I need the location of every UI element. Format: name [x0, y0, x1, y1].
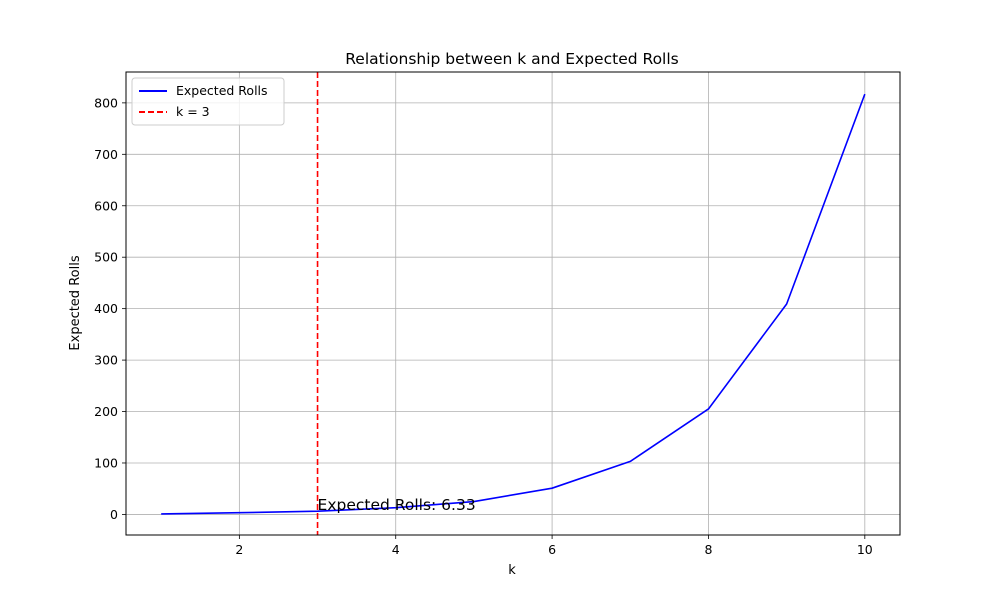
y-tick-label: 100 — [94, 455, 118, 470]
x-axis-label: k — [508, 563, 516, 578]
y-tick-label: 200 — [94, 404, 118, 419]
x-tick-label: 6 — [548, 542, 556, 557]
y-axis-ticks: 0 100 200 300 400 500 600 700 800 — [94, 95, 126, 522]
y-tick-label: 800 — [94, 95, 118, 110]
x-axis-ticks: 2 4 6 8 10 — [235, 535, 873, 557]
x-tick-label: 4 — [392, 542, 400, 557]
series-line-expected-rolls — [161, 93, 866, 515]
legend: Expected Rolls k = 3 — [131, 77, 285, 126]
y-tick-label: 500 — [94, 250, 118, 265]
y-tick-label: 0 — [110, 507, 118, 522]
y-axis-label: Expected Rolls — [68, 255, 83, 350]
y-tick-label: 400 — [94, 301, 118, 316]
y-tick-label: 600 — [94, 198, 118, 213]
chart-title: Relationship between k and Expected Roll… — [345, 50, 679, 68]
legend-box — [131, 77, 285, 126]
x-tick-label: 2 — [235, 542, 243, 557]
legend-label-expected-rolls: Expected Rolls — [176, 83, 268, 98]
x-tick-label: 10 — [857, 542, 873, 557]
x-tick-label: 8 — [704, 542, 712, 557]
series-layer — [161, 93, 866, 515]
legend-label-k-3: k = 3 — [176, 104, 210, 119]
y-tick-label: 700 — [94, 147, 118, 162]
point-annotation: Expected Rolls: 6.33 — [318, 496, 476, 514]
grid-lines — [126, 72, 900, 535]
y-tick-label: 300 — [94, 353, 118, 368]
plot-area-frame — [125, 71, 901, 536]
